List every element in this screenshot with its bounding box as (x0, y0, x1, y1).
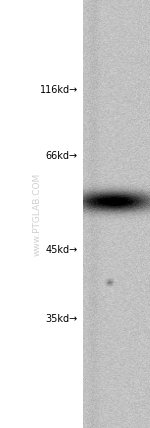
Text: 66kd→: 66kd→ (46, 151, 78, 161)
Text: 45kd→: 45kd→ (46, 245, 78, 256)
Text: www.PTGLAB.COM: www.PTGLAB.COM (33, 172, 42, 256)
Text: 35kd→: 35kd→ (46, 314, 78, 324)
Text: 116kd→: 116kd→ (40, 85, 78, 95)
